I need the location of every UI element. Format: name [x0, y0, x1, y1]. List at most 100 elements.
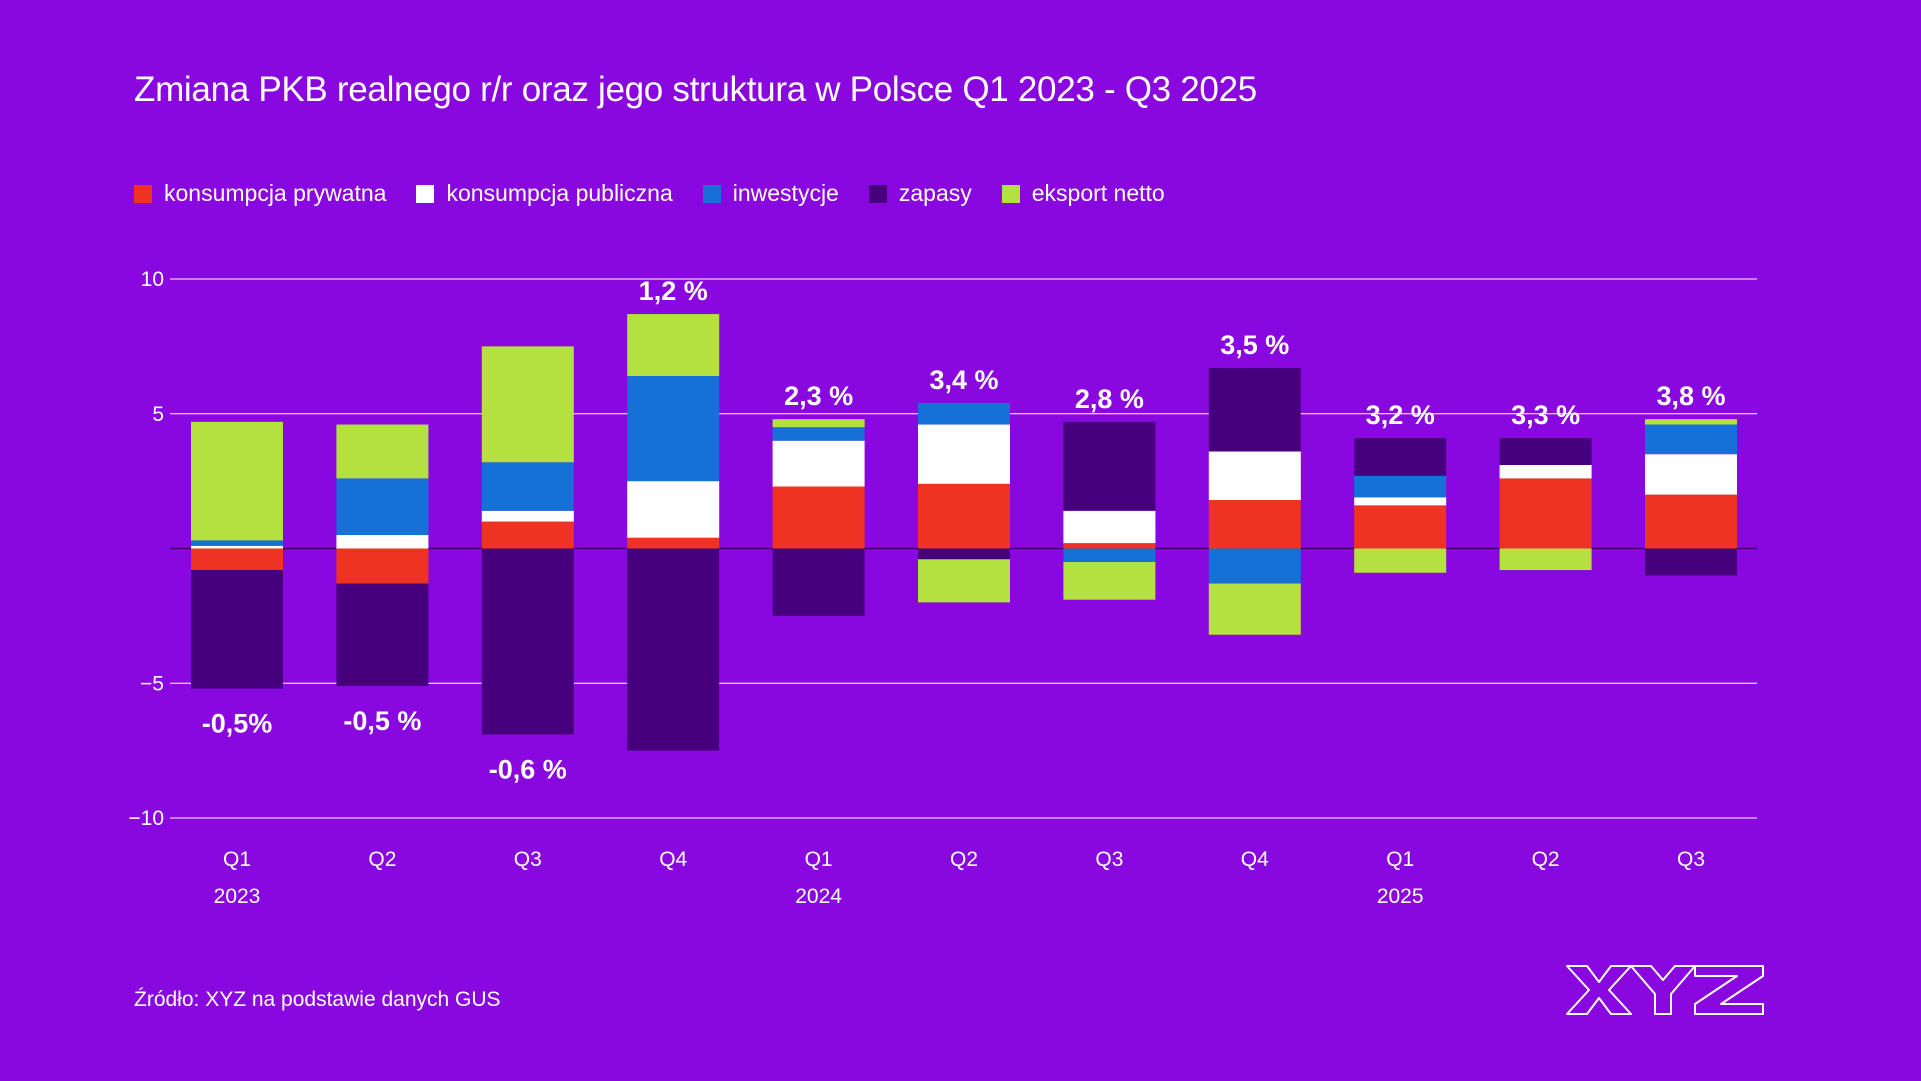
legend-label-inventories: zapasy [898, 180, 972, 206]
bar-segment-consumption_public [1499, 464, 1592, 479]
bar-segment-investment [1208, 548, 1301, 584]
x-tick-label: Q4 [659, 848, 687, 871]
bar-segment-inventories [627, 548, 720, 751]
bar-segment-inventories [1208, 367, 1301, 452]
bar-segment-investment [1645, 424, 1737, 455]
legend-label-consumption_public: konsumpcja publiczna [446, 180, 673, 206]
bar-segment-inventories [481, 548, 574, 735]
total-label: 3,5 % [1220, 330, 1289, 360]
bar-segment-inventories [1645, 548, 1737, 576]
bar-segment-investment [191, 540, 283, 546]
bar-segment-consumption_private [1499, 478, 1592, 549]
total-label: 3,3 % [1511, 400, 1580, 430]
source-note: Źródło: XYZ na podstawie danych GUS [134, 988, 501, 1011]
bar-segment-investment [481, 462, 574, 511]
total-label: 2,8 % [1075, 384, 1144, 414]
total-label: -0,5 % [343, 706, 421, 736]
bar-segment-inventories [1354, 438, 1447, 476]
bar-segment-investment [627, 376, 720, 482]
bar-segment-consumption_private [772, 486, 865, 549]
bar-segment-investment [1063, 548, 1156, 562]
legend-swatch-net_exports [1001, 184, 1020, 203]
total-label: 3,2 % [1366, 400, 1435, 430]
bar-segment-consumption_private [191, 548, 283, 571]
year-label: 2024 [795, 885, 842, 908]
bar-segment-net_exports [1645, 419, 1737, 425]
total-label: 2,3 % [784, 381, 853, 411]
bar-segment-inventories [1063, 421, 1156, 511]
bar-segment-consumption_public [1063, 510, 1156, 544]
legend-label-investment: inwestycje [732, 180, 839, 206]
x-tick-label: Q3 [514, 848, 542, 871]
total-label: 1,2 % [639, 276, 708, 306]
bar-segment-investment [772, 427, 865, 441]
year-label: 2025 [1377, 885, 1424, 908]
bar-segment-net_exports [1208, 583, 1301, 635]
y-tick-label: −5 [140, 672, 164, 695]
legend-item-inventories: zapasy [868, 180, 972, 207]
bar-segment-consumption_private [1354, 505, 1447, 549]
y-tick-label: −10 [128, 807, 164, 830]
x-tick-label: Q2 [1532, 848, 1560, 871]
legend-swatch-inventories [868, 184, 887, 203]
bar-segment-consumption_private [1208, 499, 1301, 549]
x-tick-label: Q3 [1095, 848, 1123, 871]
bar-segment-net_exports [772, 419, 865, 428]
legend-item-investment: inwestycje [702, 180, 839, 207]
x-tick-label: Q2 [950, 848, 978, 871]
bar-segment-investment [918, 402, 1010, 425]
bar-segment-net_exports [1354, 548, 1447, 573]
bar-segment-investment [336, 478, 429, 536]
legend-item-consumption_private: konsumpcja prywatna [134, 180, 386, 207]
bar-segment-inventories [191, 570, 283, 689]
legend-swatch-consumption_private [134, 184, 152, 203]
bar-segment-net_exports [191, 421, 283, 541]
bar-segment-consumption_public [1354, 497, 1447, 506]
bar-segment-consumption_public [918, 424, 1010, 484]
bar-segment-net_exports [481, 346, 574, 463]
legend-swatch-consumption_public [416, 184, 435, 203]
bar-segment-inventories [336, 583, 429, 686]
bar-segment-consumption_public [191, 545, 283, 549]
bar-segment-consumption_private [918, 483, 1010, 549]
bar-segment-inventories [1499, 438, 1592, 465]
total-label: 3,4 % [929, 365, 998, 395]
y-tick-label: 5 [152, 403, 164, 426]
total-label: -0,5% [202, 709, 273, 739]
bar-segment-consumption_public [627, 481, 720, 538]
bar-segment-consumption_public [336, 535, 429, 549]
x-tick-label: Q1 [1386, 848, 1414, 871]
legend-item-consumption_public: konsumpcja publiczna [416, 180, 673, 207]
year-label: 2023 [214, 885, 261, 908]
legend-item-net_exports: eksport netto [1001, 180, 1165, 207]
x-tick-label: Q1 [223, 848, 251, 871]
chart-legend: konsumpcja prywatna konsumpcja publiczna i… [134, 180, 1195, 207]
bar-segment-consumption_public [1208, 451, 1301, 500]
bar-segment-consumption_private [336, 548, 429, 584]
y-tick-label: 10 [141, 268, 164, 291]
x-tick-label: Q1 [805, 848, 833, 871]
bar-segment-net_exports [918, 559, 1010, 603]
bar-segment-consumption_private [627, 537, 720, 549]
total-label: -0,6 % [489, 754, 567, 784]
total-label: 3,8 % [1656, 381, 1725, 411]
x-tick-label: Q4 [1241, 848, 1269, 871]
bar-segment-inventories [772, 548, 865, 616]
bar-segment-investment [1354, 475, 1447, 498]
bar-segment-consumption_private [1063, 543, 1156, 549]
x-tick-label: Q3 [1677, 848, 1705, 871]
bar-segment-net_exports [336, 424, 429, 479]
x-tick-label: Q2 [368, 848, 396, 871]
legend-label-net_exports: eksport netto [1031, 180, 1165, 206]
xyz-logo-icon [1566, 965, 1764, 1015]
chart-title: Zmiana PKB realnego r/r oraz jego strukt… [134, 70, 1257, 109]
bar-segment-net_exports [1499, 548, 1592, 571]
legend-swatch-investment [702, 184, 721, 203]
bar-segment-consumption_private [1645, 494, 1737, 549]
bar-segment-consumption_private [481, 521, 574, 549]
bar-segment-net_exports [627, 314, 720, 377]
legend-label-consumption_private: konsumpcja prywatna [164, 180, 387, 206]
bar-segment-consumption_public [1645, 454, 1737, 495]
bar-segment-inventories [918, 548, 1010, 560]
